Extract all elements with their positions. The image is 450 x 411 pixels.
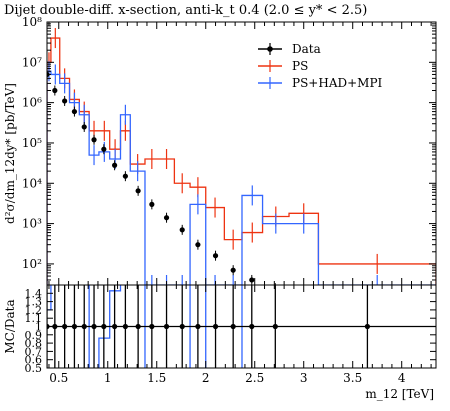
y-tick-label: 10³: [22, 217, 42, 231]
ratio-y-tick-label: 1.1: [25, 312, 43, 325]
x-axis-label: m_12 [TeV]: [365, 387, 434, 401]
data-point: [230, 267, 236, 273]
x-tick-label: 3.5: [343, 371, 362, 385]
x-tick-label: 1: [104, 371, 112, 385]
ratio-y-axis-label: MC/Data: [3, 299, 17, 353]
data-point: [62, 98, 68, 104]
legend-entry-label: PS: [292, 59, 308, 73]
x-tick-label: 1.5: [147, 371, 166, 385]
ratio-y-tick-label: 1: [35, 321, 42, 334]
data-point: [52, 87, 58, 94]
ratio-y-tick-label: 1.4: [25, 287, 43, 300]
ratio-y-tick-label: 0.6: [25, 354, 43, 367]
ratio-panel-marks: [47, 285, 436, 368]
x-tick-label: 4: [398, 371, 406, 385]
data-point: [179, 227, 185, 233]
y-axis-label: d²σ/dm_12dy* [pb/TeV]: [3, 83, 17, 224]
data-point: [122, 173, 128, 179]
data-point: [195, 242, 201, 248]
chart-title: Dijet double-diff. x-section, anti-k_t 0…: [4, 3, 368, 18]
y-tick-label: 10⁸: [22, 15, 42, 29]
data-point: [101, 146, 107, 152]
y-tick-label: 10⁵: [22, 136, 42, 150]
data-point: [163, 215, 170, 221]
legend-swatch-marker: [267, 46, 273, 52]
data-point: [91, 137, 97, 143]
ratio-y-tick-label: 1.3: [25, 296, 43, 309]
data-point: [212, 253, 219, 259]
x-tick-label: 2.5: [245, 371, 264, 385]
legend-entry-label: Data: [292, 42, 321, 56]
y-tick-label: 10⁴: [22, 176, 42, 190]
data-point: [71, 108, 78, 115]
ratio-y-tick-label: 0.8: [25, 337, 43, 350]
ratio-y-tick-label: 0.9: [25, 329, 43, 342]
ratio-y-tick-label: 0.5: [25, 362, 43, 375]
data-point: [81, 124, 87, 130]
y-tick-label: 10⁶: [22, 96, 42, 110]
data-point: [135, 188, 141, 194]
x-tick-label: 3: [300, 371, 308, 385]
series-ps-had-mpi-histogram: [47, 70, 436, 285]
data-point: [249, 277, 255, 283]
legend-entry-label: PS+HAD+MPI: [292, 76, 383, 90]
ratio-y-tick-label: 1.2: [25, 304, 43, 317]
y-tick-label: 10²: [22, 257, 42, 271]
ratio-y-tick-label: 0.7: [25, 345, 43, 358]
x-tick-label: 2: [202, 371, 210, 385]
y-tick-label: 10⁷: [22, 55, 42, 69]
data-point: [149, 201, 155, 207]
x-tick-label: 0.5: [49, 371, 68, 385]
main-panel-marks: [47, 28, 436, 285]
data-point: [112, 162, 118, 168]
